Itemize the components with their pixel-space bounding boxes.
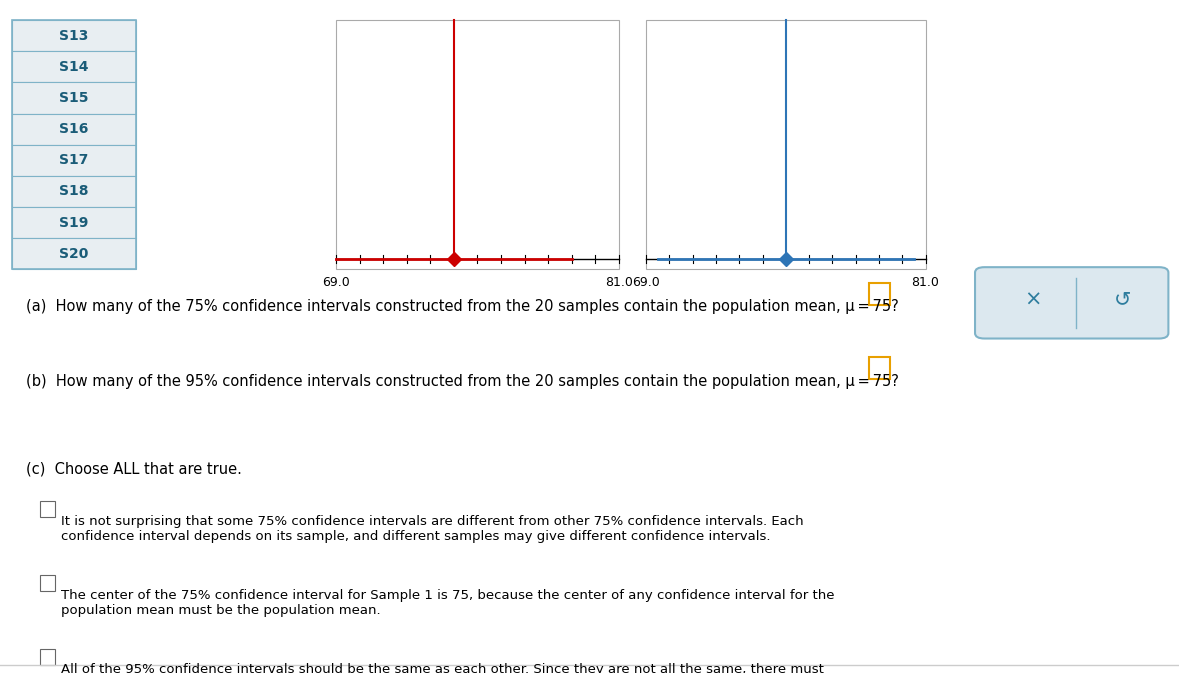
- Text: S16: S16: [59, 122, 88, 136]
- Text: S14: S14: [59, 60, 88, 74]
- FancyBboxPatch shape: [12, 20, 136, 51]
- FancyBboxPatch shape: [40, 501, 55, 517]
- FancyBboxPatch shape: [12, 145, 136, 176]
- FancyBboxPatch shape: [869, 357, 890, 379]
- Text: ↺: ↺: [1114, 289, 1131, 310]
- Text: S20: S20: [59, 246, 88, 260]
- FancyBboxPatch shape: [869, 283, 890, 305]
- FancyBboxPatch shape: [12, 114, 136, 145]
- Text: 69.0: 69.0: [632, 276, 660, 289]
- Text: (c)  Choose ALL that are true.: (c) Choose ALL that are true.: [26, 461, 242, 476]
- Text: All of the 95% confidence intervals should be the same as each other. Since they: All of the 95% confidence intervals shou…: [61, 663, 824, 673]
- Text: S18: S18: [59, 184, 88, 199]
- Text: 69.0: 69.0: [322, 276, 350, 289]
- FancyBboxPatch shape: [975, 267, 1168, 339]
- Text: It is not surprising that some 75% confidence intervals are different from other: It is not surprising that some 75% confi…: [61, 515, 804, 543]
- FancyBboxPatch shape: [12, 51, 136, 83]
- FancyBboxPatch shape: [40, 575, 55, 591]
- FancyBboxPatch shape: [646, 20, 926, 269]
- FancyBboxPatch shape: [40, 649, 55, 665]
- FancyBboxPatch shape: [336, 20, 619, 269]
- FancyBboxPatch shape: [12, 176, 136, 207]
- Text: S19: S19: [59, 215, 88, 229]
- Text: S17: S17: [59, 153, 88, 168]
- Text: 81.0: 81.0: [605, 276, 633, 289]
- Text: S13: S13: [59, 29, 88, 43]
- Text: The center of the 75% confidence interval for Sample 1 is 75, because the center: The center of the 75% confidence interva…: [61, 589, 835, 617]
- FancyBboxPatch shape: [12, 207, 136, 238]
- FancyBboxPatch shape: [12, 83, 136, 114]
- Text: ×: ×: [1025, 289, 1041, 310]
- FancyBboxPatch shape: [12, 238, 136, 269]
- Text: (a)  How many of the 75% confidence intervals constructed from the 20 samples co: (a) How many of the 75% confidence inter…: [26, 299, 898, 314]
- Text: S15: S15: [59, 91, 88, 105]
- Text: 81.0: 81.0: [911, 276, 940, 289]
- Text: (b)  How many of the 95% confidence intervals constructed from the 20 samples co: (b) How many of the 95% confidence inter…: [26, 374, 898, 388]
